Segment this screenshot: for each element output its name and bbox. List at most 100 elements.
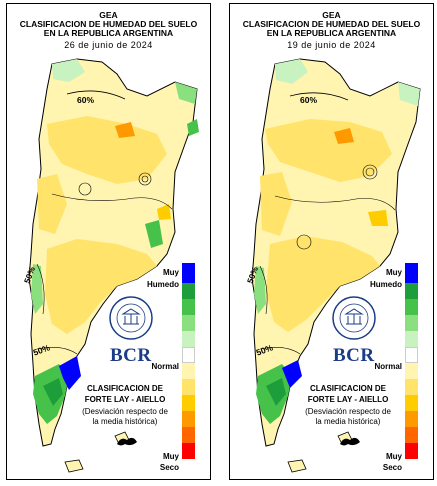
isoline-west — [36, 263, 45, 315]
legend-color-scale — [182, 263, 195, 459]
bcr-logo: BCR — [110, 345, 152, 366]
isoline-ring-1 — [362, 164, 378, 180]
legend-label-wet: Humedo — [370, 280, 402, 289]
dry-region-west — [260, 172, 292, 236]
map-date: 19 de junio de 2024 — [287, 40, 376, 50]
wet-patch-northeast — [398, 82, 420, 106]
bolsa-comercio-seal — [109, 296, 153, 340]
legend-label-normal: Normal — [151, 362, 179, 371]
legend-swatch-wet — [405, 299, 418, 315]
legend-swatch-dry-mid — [182, 395, 195, 411]
tierra-del-fuego — [64, 459, 84, 473]
legend-swatch-normal — [405, 347, 418, 363]
legend-swatch-normal-wet — [405, 331, 418, 347]
legend-swatch-very-wet — [182, 263, 195, 283]
isoline-label-60: 60% — [300, 95, 318, 105]
argentina-soil-moisture-map — [251, 58, 421, 473]
wet-patch-northeast — [175, 82, 197, 104]
wet-dark-south — [266, 378, 286, 406]
isoline-60 — [289, 92, 349, 101]
isoline-ring-1 — [138, 172, 152, 186]
isoline-central — [274, 195, 396, 211]
wet-patch-patagonia — [254, 266, 266, 314]
legend-swatch-very-dry — [182, 443, 195, 459]
bcr-logo: BCR — [333, 345, 375, 366]
isoline-south — [36, 347, 78, 355]
wet-patch-northwest — [52, 59, 85, 82]
classification-title-1: CLASIFICACION DE — [87, 384, 163, 393]
header-subtitle: EN LA REPUBLICA ARGENTINA — [43, 28, 174, 38]
legend-swatch-normal — [182, 347, 195, 363]
wet-patch-northwest — [275, 59, 308, 84]
legend-swatch-wet — [182, 299, 195, 315]
header-title: CLASIFICACION DE HUMEDAD DEL SUELO — [242, 19, 421, 29]
gea-logo-icon — [117, 437, 137, 446]
isoline-central — [51, 193, 173, 210]
wet-dark-south — [43, 378, 63, 406]
legend-swatch-normal-wet — [182, 331, 195, 347]
legend-label-dry: Seco — [382, 463, 402, 472]
legend-swatch-dry-strong — [405, 411, 418, 427]
map-panel-current: GEA CLASIFICACION DE HUMEDAD DEL SUELO E… — [6, 3, 211, 480]
legend-swatch-dry-mid — [405, 395, 418, 411]
dry-region-west — [37, 174, 67, 234]
legend-swatch-very-dry — [405, 443, 418, 459]
wet-patch-patagonia — [31, 264, 43, 314]
legend-swatch-wet-dark — [182, 283, 195, 299]
legend-swatch-dry — [182, 379, 195, 395]
legend-label-very-dry: Muy — [163, 452, 179, 461]
isoline-ring-2 — [141, 175, 149, 183]
isoline-south — [259, 347, 301, 355]
very-wet-south — [59, 356, 81, 390]
legend-label-very-wet: Muy — [163, 268, 179, 277]
legend-swatch-dry-strong — [182, 411, 195, 427]
header-title: CLASIFICACION DE HUMEDAD DEL SUELO — [19, 19, 198, 29]
wet-spot-northeast — [187, 119, 199, 136]
classification-note-1: (Desviación respecto de — [305, 407, 391, 416]
legend-label-very-wet: Muy — [386, 268, 402, 277]
dry-region-north — [47, 116, 167, 184]
wet-spot-center — [145, 220, 163, 248]
very-wet-south — [282, 360, 302, 388]
classification-title-1: CLASIFICACION DE — [310, 384, 386, 393]
header-gea: GEA — [322, 10, 341, 20]
isoline-60 — [66, 90, 126, 100]
legend-swatch-dry-light — [182, 363, 195, 379]
map-date: 26 de junio de 2024 — [64, 40, 153, 50]
dry-region-north — [265, 119, 392, 182]
legend-swatch-dry-orange — [182, 427, 195, 443]
strong-dry-spot-east — [157, 204, 171, 220]
legend-label-normal: Normal — [374, 362, 402, 371]
argentina-soil-moisture-map — [28, 58, 199, 473]
classification-note-1: (Desviación respecto de — [82, 407, 168, 416]
legend-label-dry: Seco — [159, 463, 179, 472]
tierra-del-fuego — [287, 459, 307, 473]
legend-swatch-dry-orange — [405, 427, 418, 443]
legend-swatch-dry — [405, 379, 418, 395]
dry-region-center — [45, 239, 157, 334]
very-dry-spot — [334, 128, 354, 144]
classification-title-2: FORTE LAY - AIELLO — [307, 395, 389, 404]
header-subtitle: EN LA REPUBLICA ARGENTINA — [266, 28, 397, 38]
strong-dry-spot-east — [368, 210, 388, 226]
dry-region-center — [266, 236, 380, 332]
bolsa-comercio-seal — [332, 296, 376, 340]
isoline-west — [259, 265, 268, 315]
classification-note-2: la media histórica) — [315, 417, 381, 426]
legend-label-wet: Humedo — [147, 280, 179, 289]
header-gea: GEA — [99, 10, 118, 20]
isoline-ring-3 — [296, 234, 312, 250]
legend-swatch-wet-dark — [405, 283, 418, 299]
classification-note-2: la media histórica) — [92, 417, 158, 426]
gea-logo-icon — [340, 437, 360, 446]
legend-swatch-dry-light — [405, 363, 418, 379]
classification-title-2: FORTE LAY - AIELLO — [84, 395, 166, 404]
isoline-ring-3 — [78, 182, 92, 196]
legend-color-scale — [405, 263, 418, 459]
very-dry-spot — [115, 122, 135, 138]
isoline-label-60: 60% — [77, 95, 95, 105]
legend-swatch-wet-light — [182, 315, 195, 331]
legend-label-very-dry: Muy — [386, 452, 402, 461]
legend-swatch-very-wet — [405, 263, 418, 283]
legend-swatch-wet-light — [405, 315, 418, 331]
